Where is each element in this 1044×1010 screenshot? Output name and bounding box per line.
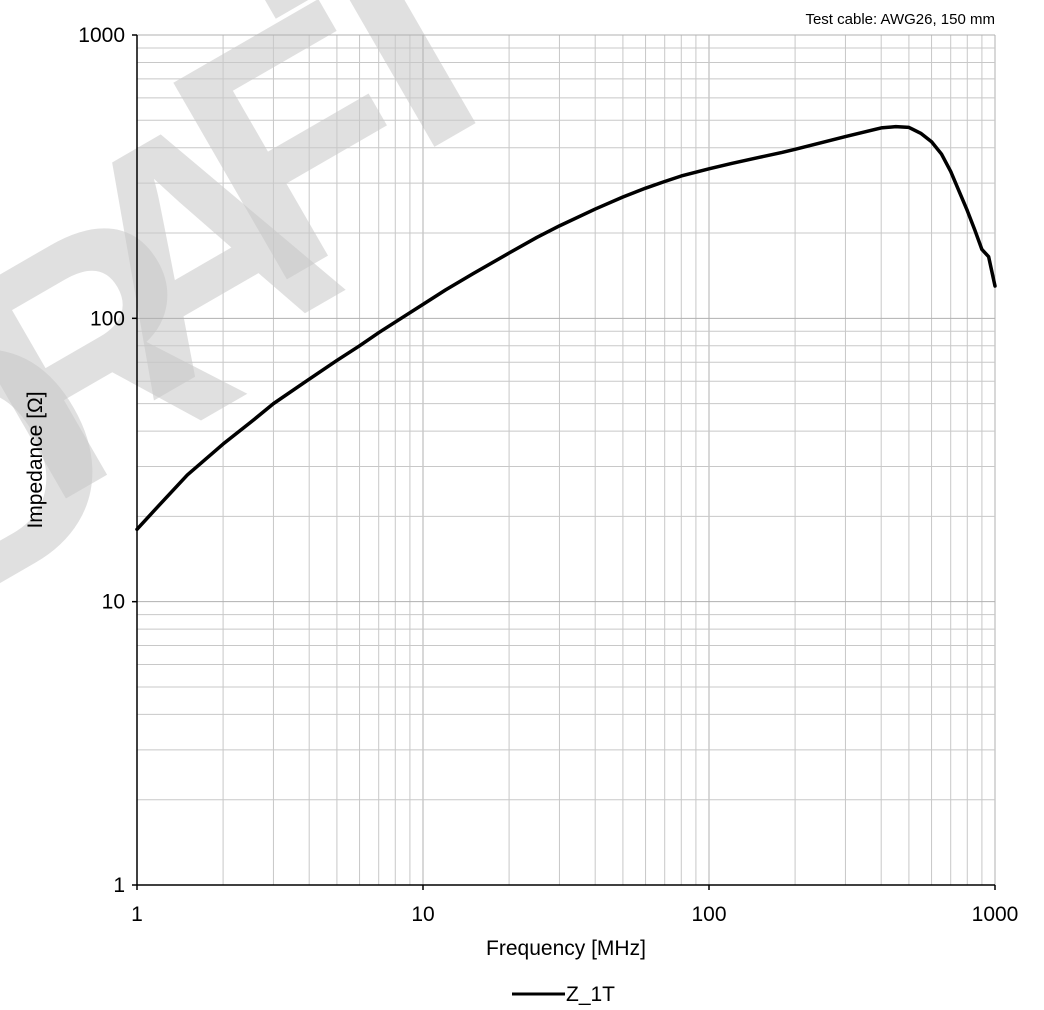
x-tick-label: 10 [411,903,434,926]
grid [136,34,996,886]
x-tick-label: 100 [691,903,726,926]
x-tick-label: 1000 [972,903,1019,926]
series-line-z-1t [135,124,997,532]
axes [132,34,996,890]
y-tick-label: 1000 [78,24,125,47]
series-group [135,124,997,532]
chart-annotation: Test cable: AWG26, 150 mm [805,11,995,28]
y-tick-label: 1 [113,874,125,897]
x-axis-title: Frequency [MHz] [486,937,646,960]
y-tick-label: 10 [102,591,125,614]
x-tick-labels: 1 10 100 1000 [131,903,1018,926]
legend-label: Z_1T [566,983,615,1006]
legend: Z_1T [512,983,615,1006]
y-tick-label: 100 [90,307,125,330]
y-tick-labels: 1 10 100 1000 [78,24,125,897]
y-axis-title: Impedance [Ω] [24,391,47,528]
x-tick-label: 1 [131,903,143,926]
